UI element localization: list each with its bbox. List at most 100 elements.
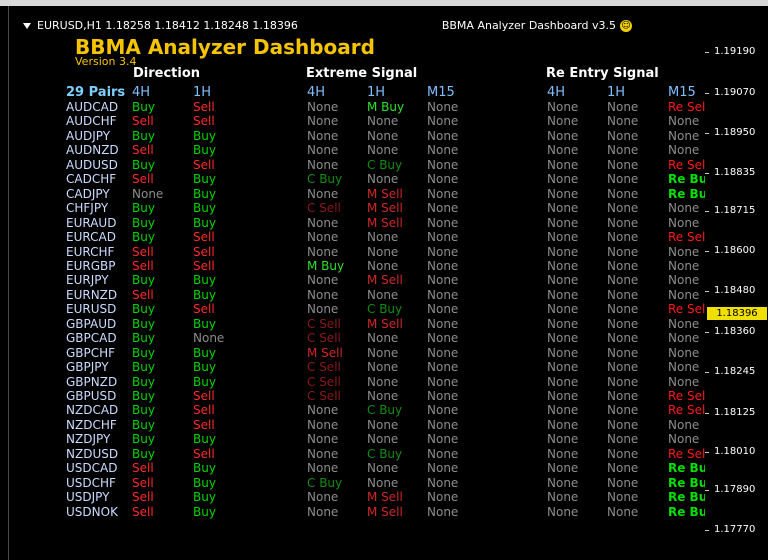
extreme-4h-cell: None (307, 230, 339, 245)
extreme-1h-cell: None (367, 244, 399, 259)
price-label: 1.18245 (714, 366, 756, 377)
pair-name: GBPCHF (66, 345, 116, 360)
extreme-1h-cell: None (367, 331, 399, 346)
direction-1h-cell: Buy (193, 490, 216, 505)
reentry-1h-cell: None (607, 114, 639, 129)
reentry-4h-cell: None (547, 258, 579, 273)
reentry-m15-cell: None (668, 360, 700, 375)
extreme-1h-cell: C Buy (367, 403, 403, 418)
extreme-m15-cell: None (427, 504, 459, 519)
extreme-m15-cell: None (427, 490, 459, 505)
reentry-4h-cell: None (547, 331, 579, 346)
reentry-m15-cell: None (668, 215, 700, 230)
extreme-1h-cell: None (367, 128, 399, 143)
direction-4h-cell: Buy (132, 432, 155, 447)
direction-4h-cell: Buy (132, 417, 155, 432)
reentry-m15-cell: None (668, 258, 700, 273)
direction-1h-cell: Buy (193, 273, 216, 288)
reentry-1h-cell: None (607, 331, 639, 346)
pair-name: AUDCAD (66, 100, 119, 114)
reentry-m15-cell: Re Sell (668, 230, 709, 245)
extreme-1h-cell: None (367, 417, 399, 432)
extreme-1h-cell: C Buy (367, 157, 403, 172)
reentry-4h-cell: None (547, 201, 579, 216)
pair-name: EURCHF (66, 244, 115, 259)
direction-1h-cell: Buy (193, 316, 216, 331)
extreme-4h-cell: None (307, 417, 339, 432)
extreme-4h-cell: None (307, 244, 339, 259)
pair-name: USDCHF (66, 475, 116, 490)
reentry-m15-cell: None (668, 114, 700, 129)
extreme-m15-cell: None (427, 215, 459, 230)
reentry-1h-cell: None (607, 230, 639, 245)
direction-4h-cell: Sell (132, 143, 154, 158)
direction-1h-cell: Sell (193, 114, 215, 129)
reentry-4h-cell: None (547, 100, 579, 114)
chart-area[interactable]: EURUSD,H1 1.18258 1.18412 1.18248 1.1839… (8, 6, 715, 560)
extreme-4h-cell: None (307, 157, 339, 172)
reentry-4h-cell: None (547, 490, 579, 505)
reentry-4h-cell: None (547, 114, 579, 129)
price-tick (705, 52, 709, 53)
extreme-m15-cell: None (427, 417, 459, 432)
reentry-4h-cell: None (547, 345, 579, 360)
extreme-m15-cell: None (427, 360, 459, 375)
reentry-4h-cell: None (547, 244, 579, 259)
reentry-1h-cell: None (607, 100, 639, 114)
direction-4h-cell: Sell (132, 258, 154, 273)
extreme-m15-cell: None (427, 446, 459, 461)
extreme-4h-cell: M Sell (307, 345, 343, 360)
reentry-4h-cell: None (547, 504, 579, 519)
direction-4h-cell: Sell (132, 287, 154, 302)
direction-4h-cell: Buy (132, 389, 155, 403)
price-axis[interactable]: 1.18396 1.19190 1.19070 1.18950 1.18835 1.18… (705, 6, 768, 560)
price-label: 1.17770 (714, 524, 756, 535)
extreme-4h-cell: C Buy (307, 475, 343, 490)
pair-name: AUDUSD (66, 157, 118, 172)
chart-symbol-label: EURUSD,H1 1.18258 1.18412 1.18248 1.1839… (23, 19, 298, 32)
extreme-1h-cell: M Buy (367, 100, 405, 114)
price-tick (705, 372, 709, 373)
extreme-m15-cell: None (427, 172, 459, 187)
reentry-1h-cell: None (607, 244, 639, 259)
price-label: 1.18010 (714, 446, 756, 457)
extreme-4h-cell: None (307, 215, 339, 230)
pair-name: CADJPY (66, 186, 110, 201)
reentry-1h-cell: None (607, 128, 639, 143)
reentry-m15-cell: None (668, 244, 700, 259)
reentry-m15-cell: None (668, 331, 700, 346)
pair-name: NZDJPY (66, 432, 111, 447)
chart-dropdown-icon[interactable] (23, 23, 31, 29)
pair-name: GBPJPY (66, 360, 109, 375)
price-tick (705, 490, 709, 491)
price-tick (705, 291, 709, 292)
direction-1h-cell: Sell (193, 230, 215, 245)
direction-1h-cell: Sell (193, 302, 215, 317)
smiley-icon[interactable]: ☺ (620, 20, 632, 32)
reentry-4h-cell: None (547, 417, 579, 432)
direction-1h-cell: Buy (193, 215, 216, 230)
extreme-4h-cell: C Sell (307, 331, 341, 346)
extreme-1h-cell: None (367, 432, 399, 447)
reentry-4h-cell: None (547, 128, 579, 143)
price-label: 1.18480 (714, 285, 756, 296)
reentry-4h-cell: None (547, 287, 579, 302)
extreme-4h-cell: None (307, 100, 339, 114)
reentry-m15-cell: None (668, 345, 700, 360)
reentry-m15-cell: None (668, 273, 700, 288)
extreme-4h-cell: C Buy (307, 172, 343, 187)
reentry-4h-cell: None (547, 273, 579, 288)
extreme-4h-cell: C Sell (307, 374, 341, 389)
reentry-4h-cell: None (547, 316, 579, 331)
reentry-m15-cell: Re Sell (668, 100, 709, 114)
extreme-m15-cell: None (427, 302, 459, 317)
extreme-1h-cell: M Sell (367, 490, 403, 505)
col-ext-4h: 4H (307, 85, 326, 100)
price-tick (705, 530, 709, 531)
direction-4h-cell: Sell (132, 504, 154, 519)
reentry-1h-cell: None (607, 258, 639, 273)
col-ext-1h: 1H (367, 85, 386, 100)
direction-1h-cell: Buy (193, 345, 216, 360)
pair-name: NZDCHF (66, 417, 117, 432)
direction-1h-cell: Buy (193, 128, 216, 143)
